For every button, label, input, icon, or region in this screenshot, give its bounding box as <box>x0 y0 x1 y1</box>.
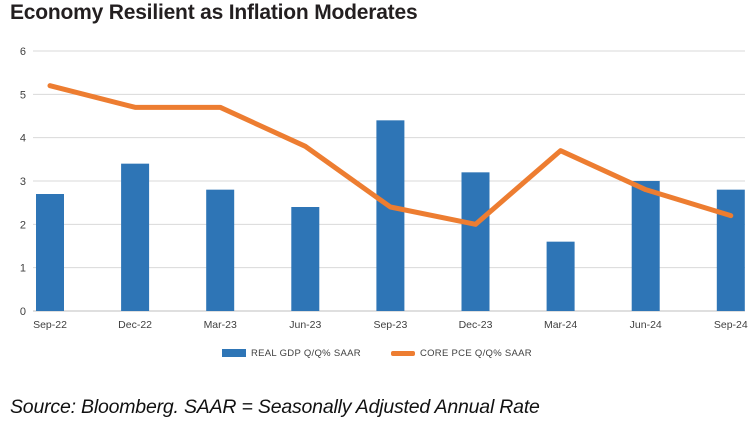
real-gdp-bar <box>376 120 405 311</box>
y-tick-label: 3 <box>20 176 26 188</box>
x-tick-label: Jun-24 <box>630 319 662 331</box>
legend: REAL GDP Q/Q% SAAR CORE PCE Q/Q% SAAR <box>0 345 754 361</box>
x-tick-label: Sep-22 <box>33 319 67 331</box>
x-tick-label: Dec-23 <box>459 319 493 331</box>
y-tick-label: 1 <box>20 263 26 275</box>
line-series-swatch-icon <box>390 350 415 356</box>
real-gdp-bar <box>291 207 320 311</box>
bar-series-swatch-icon <box>222 349 246 357</box>
y-tick-label: 2 <box>20 219 26 231</box>
x-tick-label: Jun-23 <box>289 319 321 331</box>
real-gdp-bar <box>716 189 745 311</box>
x-tick-label: Mar-24 <box>544 319 577 331</box>
real-gdp-bar <box>206 189 235 311</box>
y-tick-label: 4 <box>20 133 26 145</box>
real-gdp-bar <box>461 172 490 311</box>
y-tick-label: 0 <box>20 306 26 318</box>
legend-label-core-pce: CORE PCE Q/Q% SAAR <box>419 347 532 359</box>
real-gdp-bar <box>36 194 64 311</box>
real-gdp-bar <box>546 241 575 311</box>
real-gdp-bar <box>631 181 660 311</box>
source-note: Source: Bloomberg. SAAR = Seasonally Adj… <box>10 396 540 418</box>
legend-item-core-pce: CORE PCE Q/Q% SAAR <box>390 347 532 359</box>
x-tick-label: Sep-24 <box>714 319 748 331</box>
x-tick-label: Mar-23 <box>204 319 237 331</box>
x-tick-label: Dec-22 <box>118 319 152 331</box>
y-tick-label: 5 <box>20 89 26 101</box>
legend-item-real-gdp: REAL GDP Q/Q% SAAR <box>222 348 361 359</box>
core-pce-line <box>47 83 734 227</box>
real-gdp-bar <box>121 163 150 311</box>
y-tick-label: 6 <box>20 46 26 58</box>
legend-label-real-gdp: REAL GDP Q/Q% SAAR <box>251 347 361 359</box>
chart-title: Economy Resilient as Inflation Moderates <box>10 1 418 24</box>
x-tick-label: Sep-23 <box>373 319 407 331</box>
